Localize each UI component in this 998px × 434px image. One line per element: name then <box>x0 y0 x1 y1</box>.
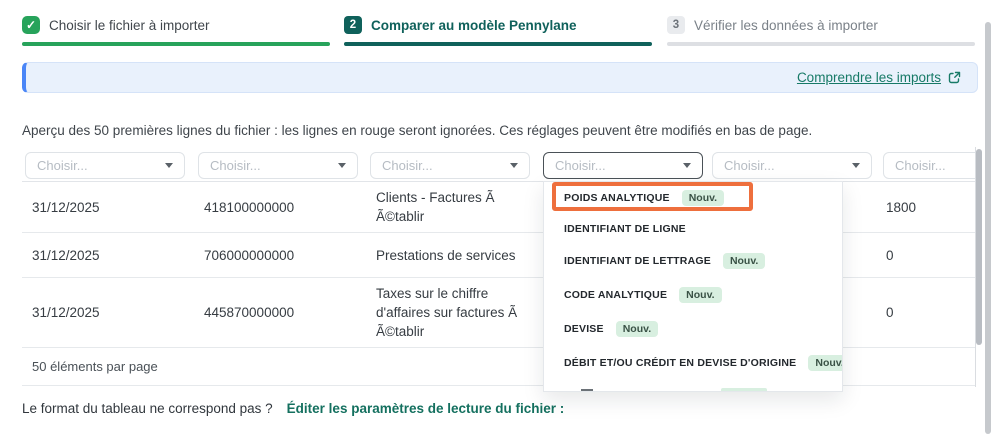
cell-amount: 1800 <box>886 199 917 215</box>
new-badge: Nouv. <box>615 321 659 337</box>
menu-item-label: IDENTIFIANT DE LETTRAGE <box>564 255 711 267</box>
step-label: Choisir le fichier à importer <box>49 17 210 33</box>
step-number-badge: 3 <box>667 16 685 34</box>
column-select-2[interactable]: Choisir... <box>198 152 358 179</box>
menu-item-label: DEVISE <box>564 323 604 335</box>
edit-read-settings-link[interactable]: Éditer les paramètres de lecture du fich… <box>286 401 565 416</box>
cell-label: Taxes sur le chiffre d'affaires sur fact… <box>376 286 518 339</box>
chevron-down-icon <box>338 163 346 168</box>
select-placeholder: Choisir... <box>555 158 606 173</box>
chevron-down-icon <box>683 163 691 168</box>
select-placeholder: Choisir... <box>724 158 775 173</box>
menu-item-label: CODE ANALYTIQUE <box>564 289 668 301</box>
preview-table: 31/12/2025 418100000000 Clients - Factur… <box>22 181 975 386</box>
chevron-down-icon <box>852 163 860 168</box>
step-verify-data[interactable]: 3 Vérifier les données à importer <box>667 13 975 46</box>
menu-item-label: DÉBIT ET/OU CRÉDIT EN DEVISE D'ORIGINE <box>564 357 797 369</box>
format-question: Le format du tableau ne correspond pas ? <box>22 401 273 416</box>
cell-amount: 0 <box>886 305 894 320</box>
cell-account: 445870000000 <box>204 305 295 320</box>
column-select-6[interactable]: Choisir... <box>883 152 975 179</box>
per-page-indicator: 50 éléments par page <box>22 348 975 386</box>
column-select-1[interactable]: Choisir... <box>25 152 185 179</box>
understand-imports-link[interactable]: Comprendre les imports <box>796 70 941 85</box>
table-row: 31/12/2025 445870000000 Taxes sur le chi… <box>22 278 975 348</box>
step-compare-model[interactable]: 2 Comparer au modèle Pennylane <box>344 13 652 46</box>
cell-date: 31/12/2025 <box>32 305 100 320</box>
menu-item-identifiant-de-ligne[interactable]: IDENTIFIANT DE LIGNE <box>544 213 842 244</box>
menu-item-poids-analytique[interactable]: POIDS ANALYTIQUE Nouv. <box>544 182 842 213</box>
page-scrollbar[interactable] <box>985 22 991 434</box>
cell-account: 418100000000 <box>204 199 295 215</box>
step-label: Comparer au modèle Pennylane <box>371 17 577 33</box>
step-label: Vérifier les données à importer <box>694 17 878 33</box>
column-select-4-open[interactable]: Choisir... <box>543 152 703 179</box>
menu-item-label: POIDS ANALYTIQUE <box>564 191 670 204</box>
menu-item-devise[interactable]: DEVISE Nouv. <box>544 312 842 346</box>
menu-item-partial <box>581 389 593 391</box>
new-badge: Nouv. <box>722 253 766 269</box>
table-scrollbar[interactable] <box>976 149 982 345</box>
chevron-down-icon <box>165 163 173 168</box>
chevron-down-icon <box>510 163 518 168</box>
cell-date: 31/12/2025 <box>32 199 100 215</box>
cell-date: 31/12/2025 <box>32 247 100 263</box>
column-mapping-row: Choisir... Choisir... Choisir... Choisir… <box>22 152 975 180</box>
step-number-badge: 2 <box>344 16 362 34</box>
info-banner: Comprendre les imports <box>22 62 978 93</box>
external-link-icon <box>948 71 961 84</box>
cell-label: Clients - Factures Ã Ã©tablir <box>376 190 495 224</box>
step-choose-file[interactable]: ✓ Choisir le fichier à importer <box>22 13 330 46</box>
step-progress-bar <box>667 42 975 46</box>
column-mapping-dropdown: POIDS ANALYTIQUE Nouv. IDENTIFIANT DE LI… <box>543 181 843 392</box>
check-icon: ✓ <box>22 16 40 34</box>
menu-item-label: IDENTIFIANT DE LIGNE <box>564 222 686 235</box>
table-row: 31/12/2025 706000000000 Prestations de s… <box>22 233 975 278</box>
format-mismatch-row: Le format du tableau ne correspond pas ?… <box>22 401 564 416</box>
menu-item-identifiant-de-lettrage[interactable]: IDENTIFIANT DE LETTRAGE Nouv. <box>544 244 842 278</box>
menu-item-debit-credit-devise-origine[interactable]: DÉBIT ET/OU CRÉDIT EN DEVISE D'ORIGINE N… <box>544 346 842 380</box>
preview-description: Aperçu des 50 premières lignes du fichie… <box>22 123 813 138</box>
step-progress-bar <box>22 42 330 46</box>
menu-item-partial-badge <box>721 388 767 391</box>
column-select-3[interactable]: Choisir... <box>370 152 530 179</box>
new-badge: Nouv. <box>679 287 722 303</box>
cell-label: Prestations de services <box>376 247 516 263</box>
table-right-border <box>975 147 976 387</box>
table-row: 31/12/2025 418100000000 Clients - Factur… <box>22 182 975 233</box>
select-placeholder: Choisir... <box>382 158 433 173</box>
select-placeholder: Choisir... <box>210 158 261 173</box>
new-badge: Nouv. <box>808 355 842 371</box>
select-placeholder: Choisir... <box>37 158 88 173</box>
menu-item-code-analytique[interactable]: CODE ANALYTIQUE Nouv. <box>544 278 842 312</box>
step-progress-bar <box>344 42 652 46</box>
column-select-5[interactable]: Choisir... <box>712 152 872 179</box>
cell-amount: 0 <box>886 247 894 263</box>
cell-account: 706000000000 <box>204 247 295 263</box>
new-badge: Nouv. <box>681 189 725 206</box>
select-placeholder: Choisir... <box>895 158 946 173</box>
